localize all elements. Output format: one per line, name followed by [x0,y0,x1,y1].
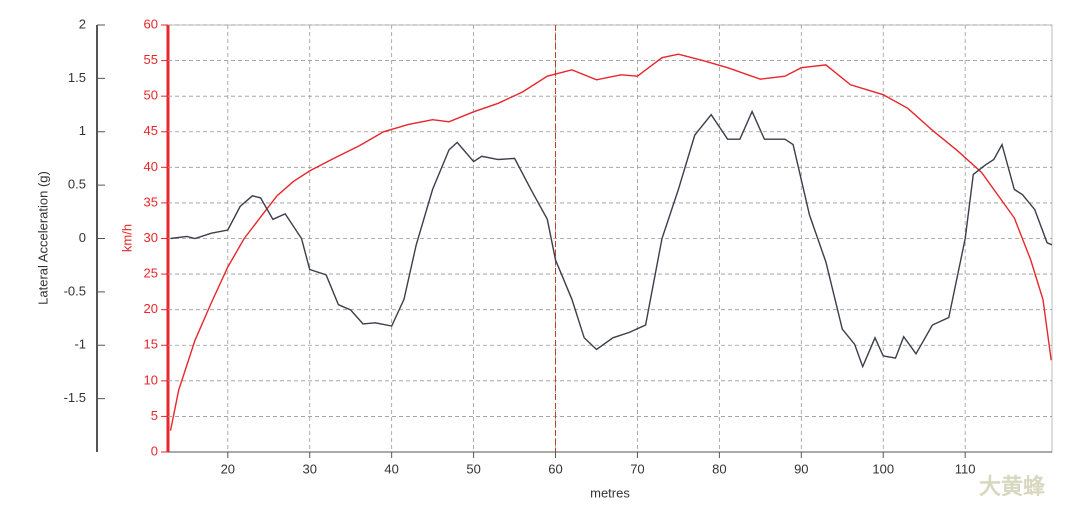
y-tick-label: 2 [79,16,86,31]
y2-tick-label: 10 [144,372,158,387]
y2-axis-title: km/h [119,224,134,252]
y-tick-label: -1.5 [64,390,86,405]
x-tick-label: 90 [794,461,808,476]
x-tick-label: 40 [384,461,398,476]
x-tick-label: 50 [466,461,480,476]
y-tick-label: 1.5 [68,70,86,85]
y-tick-label: -1 [74,337,86,352]
x-tick-label: 20 [221,461,235,476]
y2-tick-label: 60 [144,16,158,31]
series-line [170,109,1053,369]
y2-tick-label: 55 [144,52,158,67]
y2-tick-label: 25 [144,266,158,281]
watermark: 大黄蜂 [979,474,1046,499]
y2-tick-label: 35 [144,194,158,209]
y2-tick-label: 20 [144,301,158,316]
y-tick-label: 1 [79,123,86,138]
x-axis-title: metres [590,485,630,500]
y-tick-label: 0.5 [68,177,86,192]
series-line [169,53,1052,431]
y2-tick-label: 30 [144,230,158,245]
x-tick-label: 110 [955,461,976,476]
y2-tick-label: 45 [144,123,158,138]
x-tick-label: 30 [303,461,317,476]
x-tick-label: 70 [630,461,644,476]
y2-tick-label: 5 [151,408,158,423]
y-axis-title: Lateral Acceleration (g) [35,171,50,305]
y2-tick-label: 40 [144,159,158,174]
x-tick-label: 80 [712,461,726,476]
x-tick-label: 100 [872,461,894,476]
y-tick-label: -0.5 [64,283,86,298]
y2-tick-label: 50 [144,88,158,103]
y2-tick-label: 15 [144,337,158,352]
x-tick-label: 60 [548,461,562,476]
y-tick-label: 0 [79,230,86,245]
y2-tick-label: 0 [151,443,158,458]
